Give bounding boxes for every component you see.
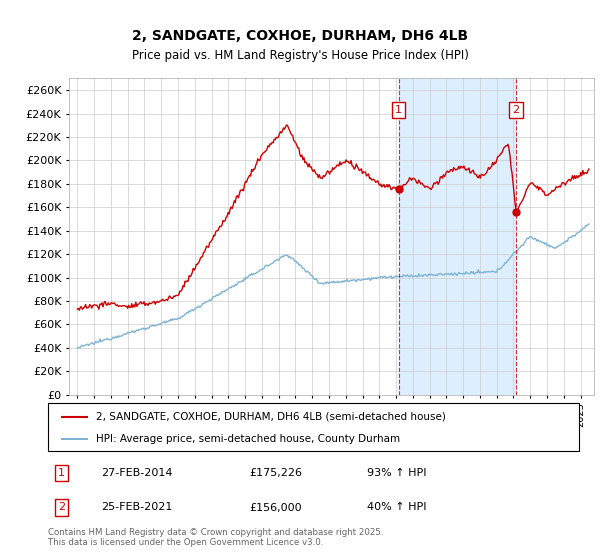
Text: Contains HM Land Registry data © Crown copyright and database right 2025.: Contains HM Land Registry data © Crown c…: [48, 528, 383, 536]
Text: Price paid vs. HM Land Registry's House Price Index (HPI): Price paid vs. HM Land Registry's House …: [131, 49, 469, 63]
Bar: [398, 78, 516, 395]
Text: 27-FEB-2014: 27-FEB-2014: [101, 468, 173, 478]
Text: 2, SANDGATE, COXHOE, DURHAM, DH6 4LB: 2, SANDGATE, COXHOE, DURHAM, DH6 4LB: [132, 29, 468, 44]
FancyBboxPatch shape: [48, 403, 579, 451]
Text: £156,000: £156,000: [250, 502, 302, 512]
Text: 2, SANDGATE, COXHOE, DURHAM, DH6 4LB (semi-detached house): 2, SANDGATE, COXHOE, DURHAM, DH6 4LB (se…: [96, 412, 446, 422]
Text: HPI: Average price, semi-detached house, County Durham: HPI: Average price, semi-detached house,…: [96, 434, 400, 444]
Text: 1: 1: [58, 468, 65, 478]
Text: 25-FEB-2021: 25-FEB-2021: [101, 502, 172, 512]
Text: 2: 2: [512, 105, 520, 115]
Text: 40% ↑ HPI: 40% ↑ HPI: [367, 502, 426, 512]
Text: This data is licensed under the Open Government Licence v3.0.: This data is licensed under the Open Gov…: [48, 538, 323, 547]
Text: 1: 1: [395, 105, 402, 115]
Text: £175,226: £175,226: [250, 468, 303, 478]
Text: 2: 2: [58, 502, 65, 512]
Text: 93% ↑ HPI: 93% ↑ HPI: [367, 468, 426, 478]
